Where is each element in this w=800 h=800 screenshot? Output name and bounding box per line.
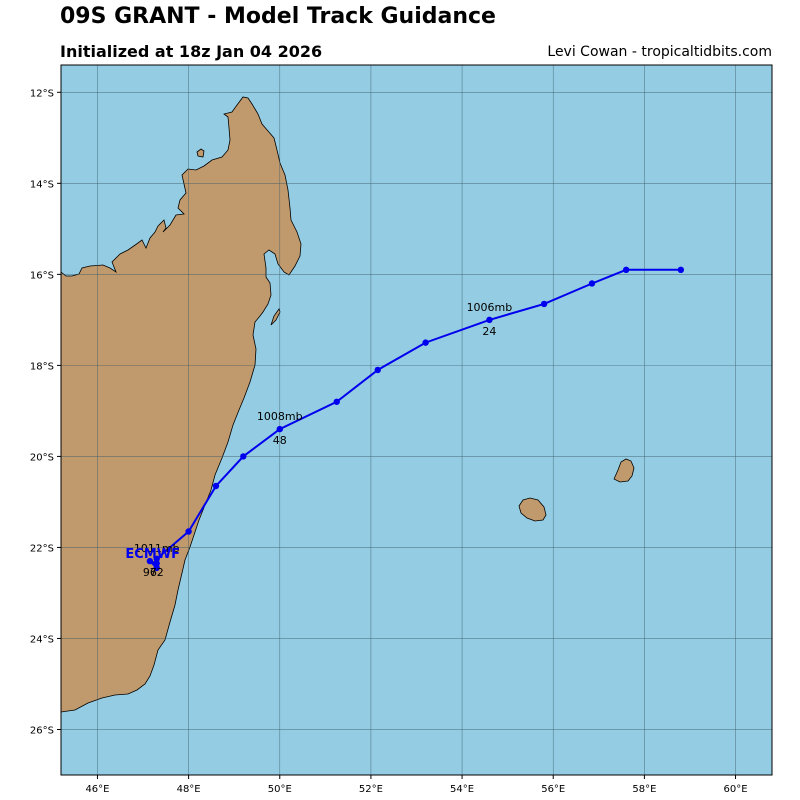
forecast-hour-label: 96 xyxy=(143,566,157,579)
islet-north xyxy=(196,148,205,158)
track-point xyxy=(185,528,192,535)
track-point xyxy=(486,316,493,324)
lat-tick-label: 22°S xyxy=(30,543,54,554)
track-point xyxy=(240,453,247,460)
pressure-label: 1008mb xyxy=(257,410,303,423)
forecast-hour-label: 48 xyxy=(273,434,287,447)
lon-tick-label: 60°E xyxy=(724,784,748,795)
track-point xyxy=(622,266,630,274)
lat-tick-label: 12°S xyxy=(30,88,54,99)
map-credit: Levi Cowan - tropicaltidbits.com xyxy=(547,44,772,60)
graticule xyxy=(61,65,772,775)
lon-tick-label: 54°E xyxy=(450,784,474,795)
track-point xyxy=(153,560,160,567)
track-point xyxy=(422,339,429,346)
track-point xyxy=(540,300,548,308)
lat-tick-label: 16°S xyxy=(30,270,54,281)
track-point xyxy=(153,564,160,572)
map-title: 09S GRANT - Model Track Guidance xyxy=(60,4,496,29)
lat-tick-label: 14°S xyxy=(30,179,54,190)
track-point xyxy=(677,266,685,274)
lon-tick-label: 56°E xyxy=(541,784,565,795)
track-point xyxy=(588,280,596,287)
mauritius-island xyxy=(613,458,635,483)
madagascar-landmass xyxy=(61,96,302,713)
pressure-label: 1006mb xyxy=(467,301,513,314)
forecast-hour-label: 24 xyxy=(482,325,496,338)
track-point xyxy=(153,555,160,563)
latitude-ticks: 12°S 14°S 16°S 18°S 20°S 22°S 24°S 26°S xyxy=(30,88,61,736)
track-point xyxy=(374,366,381,374)
model-name-label: ECMWF xyxy=(125,547,180,562)
map-subtitle: Initialized at 18z Jan 04 2026 xyxy=(60,42,323,61)
track-point xyxy=(333,398,340,405)
lat-tick-label: 24°S xyxy=(30,634,54,645)
longitude-ticks: 46°E 48°E 50°E 52°E 54°E 56°E 58°E 60°E xyxy=(85,775,748,795)
pressure-label: 1011mb xyxy=(134,542,180,555)
forecast-hour-label: 72 xyxy=(150,566,164,579)
track-points xyxy=(146,266,685,572)
lon-tick-label: 46°E xyxy=(85,784,109,795)
lon-tick-label: 52°E xyxy=(359,784,383,795)
lat-tick-label: 20°S xyxy=(30,452,54,463)
track-point xyxy=(146,557,154,565)
lat-tick-label: 26°S xyxy=(30,725,54,736)
track-point xyxy=(276,425,283,433)
lon-tick-label: 50°E xyxy=(268,784,292,795)
lat-tick-label: 18°S xyxy=(30,361,54,372)
reunion-island xyxy=(518,497,547,522)
track-point xyxy=(212,482,220,490)
map-frame xyxy=(60,64,773,776)
lon-tick-label: 48°E xyxy=(177,784,201,795)
landmasses xyxy=(61,96,635,713)
lon-tick-label: 58°E xyxy=(632,784,656,795)
